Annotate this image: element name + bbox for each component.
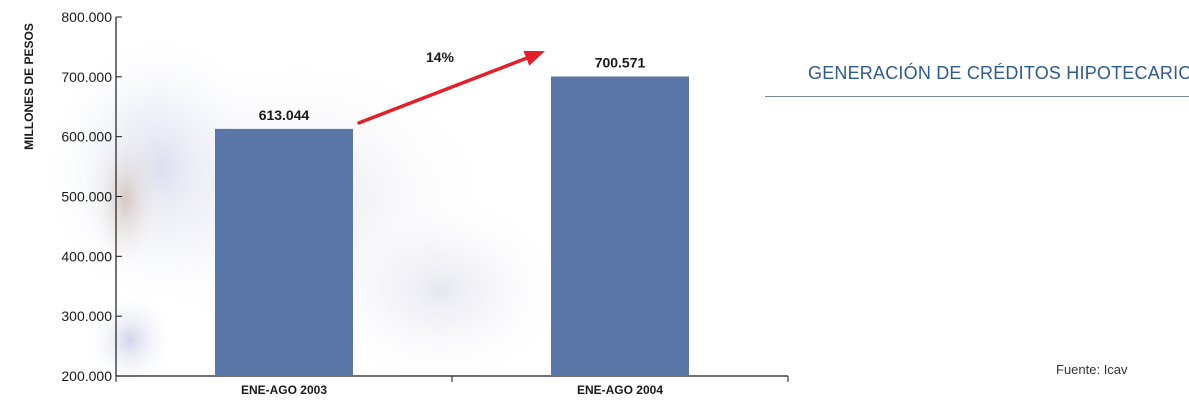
- y-tick-label: 700.000: [61, 69, 112, 85]
- bar: [551, 76, 689, 376]
- growth-arrow-head: [523, 50, 545, 66]
- y-tick-label: 400.000: [61, 248, 112, 264]
- y-tick-label: 600.000: [61, 129, 112, 145]
- title-divider: [765, 96, 1189, 97]
- x-tick-label: ENE-AGO 2003: [241, 383, 327, 397]
- bar-chart: 200.000 300.000 400.000 500.000 600.000 700.0…: [22, 9, 789, 397]
- source-note: Fuente: Icav: [1056, 362, 1128, 377]
- panel-title: GENERACIÓN DE CRÉDITOS HIPOTECARIOS: [808, 63, 1189, 83]
- bar: [215, 128, 353, 376]
- y-tick-label: 800.000: [61, 9, 112, 25]
- y-tick-label: 500.000: [61, 189, 112, 205]
- x-tick-label: ENE-AGO 2004: [577, 383, 663, 397]
- data-label: 700.571: [595, 54, 646, 70]
- y-axis-title: MILLONES DE PESOS: [22, 23, 36, 150]
- y-tick-label: 300.000: [61, 308, 112, 324]
- growth-arrow-line: [357, 56, 529, 125]
- y-tick-label: 200.000: [61, 368, 112, 384]
- data-label: 613.044: [259, 107, 310, 123]
- growth-label: 14%: [426, 49, 455, 65]
